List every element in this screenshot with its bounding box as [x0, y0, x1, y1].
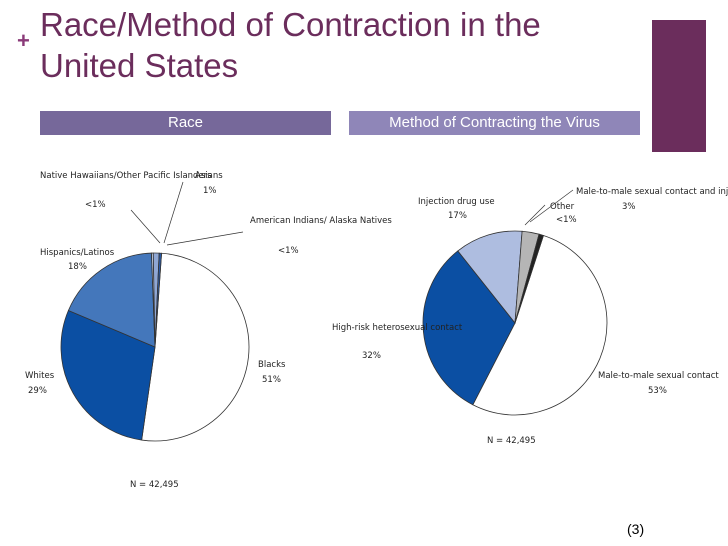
- label-het-value: 32%: [362, 351, 381, 361]
- pie-method-slice-4: [514, 233, 544, 324]
- label-msm-idu-value: 3%: [622, 202, 636, 212]
- label-msm-value: 53%: [648, 386, 667, 396]
- pie-race-slice-0: [141, 252, 250, 442]
- label-asians-value: 1%: [203, 186, 217, 196]
- pie-race-slice-1: [60, 309, 156, 441]
- race-header: Race: [40, 111, 331, 135]
- label-hispanic-value: 18%: [68, 262, 87, 272]
- method-total: N = 42,495: [487, 436, 536, 446]
- method-labels: Injection drug use 17% Male-to-male sexu…: [332, 187, 728, 446]
- slide-title: Race/Method of Contraction in the United…: [40, 4, 640, 86]
- label-blacks: Blacks: [258, 360, 286, 370]
- race-labels: Native Hawaiians/Other Pacific Islanders…: [25, 171, 392, 490]
- bullet-plus-icon: +: [17, 28, 30, 53]
- reference-number: (3): [627, 521, 645, 537]
- label-het: High-risk heterosexual contact: [332, 323, 463, 333]
- label-whites-value: 29%: [28, 386, 47, 396]
- accent-bar: [652, 20, 706, 152]
- pie-method-slice-0: [472, 234, 608, 416]
- pie-race-slice-5: [154, 252, 162, 348]
- race-pie-chart: [60, 252, 250, 442]
- pie-method-slice-2: [457, 230, 523, 325]
- label-asians: Asians: [195, 171, 223, 181]
- label-other-value: <1%: [556, 215, 577, 225]
- title-line-2: United States: [40, 47, 239, 84]
- label-whites: Whites: [25, 371, 55, 381]
- label-msm: Male-to-male sexual contact: [598, 371, 719, 381]
- method-header: Method of Contracting the Virus: [349, 111, 640, 135]
- label-aian: American Indians/ Alaska Natives: [250, 216, 392, 226]
- race-total: N = 42,495: [130, 480, 179, 490]
- label-blacks-value: 51%: [262, 375, 281, 385]
- method-pie-chart: [422, 230, 608, 416]
- label-aian-value: <1%: [278, 246, 299, 256]
- label-idu-value: 17%: [448, 211, 467, 221]
- pie-race-slice-2: [67, 252, 156, 348]
- title-line-1: Race/Method of Contraction in the: [40, 6, 541, 43]
- label-nh-line1: Native Hawaiians/Other Pacific Islanders: [40, 171, 212, 181]
- label-other: Other: [550, 202, 575, 212]
- pie-method-slice-1: [422, 250, 516, 406]
- label-nh-value: <1%: [85, 200, 106, 210]
- label-msm-idu: Male-to-male sexual contact and injectio…: [576, 187, 728, 197]
- label-hispanic: Hispanics/Latinos: [40, 248, 115, 258]
- label-idu: Injection drug use: [418, 197, 495, 207]
